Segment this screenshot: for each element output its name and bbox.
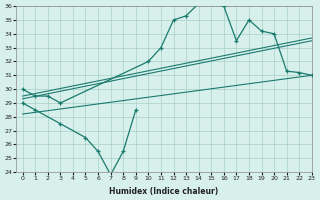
X-axis label: Humidex (Indice chaleur): Humidex (Indice chaleur) <box>109 187 219 196</box>
